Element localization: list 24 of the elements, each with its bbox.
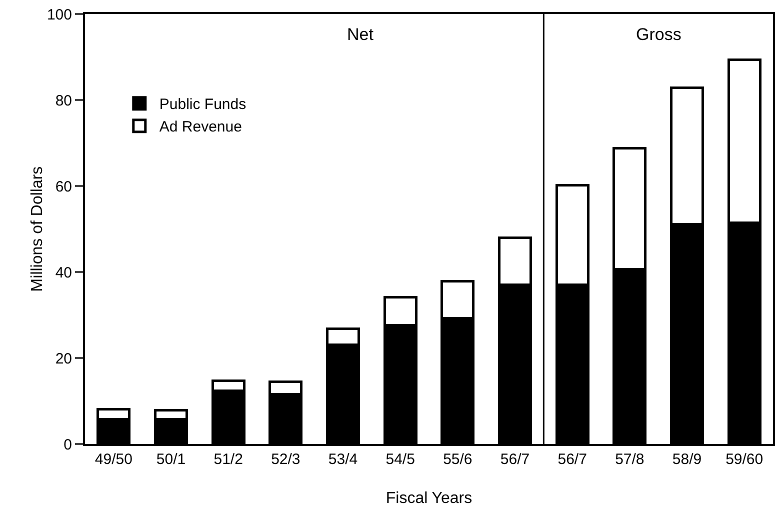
y-tick-label: 60 xyxy=(55,178,72,196)
x-tick-label: 49/50 xyxy=(94,451,132,468)
x-tick-label: 54/5 xyxy=(386,451,415,468)
legend-label: Public Funds xyxy=(159,96,246,114)
x-tick-label: 51/2 xyxy=(214,451,243,468)
annotation: Gross xyxy=(636,25,682,44)
y-tick-label: 40 xyxy=(55,264,72,282)
x-tick-label: 56/7 xyxy=(558,451,587,468)
x-tick-label: 58/9 xyxy=(672,451,702,468)
y-axis-title: Millions of Dollars xyxy=(29,166,46,292)
x-tick-label: 52/3 xyxy=(271,451,300,468)
annotation: Net xyxy=(347,25,374,44)
legend-label: Ad Revenue xyxy=(159,118,242,136)
x-tick-label: 56/7 xyxy=(500,451,530,468)
y-tick-label: 100 xyxy=(46,6,72,24)
x-tick-label: 53/4 xyxy=(328,451,358,468)
y-tick-label: 20 xyxy=(55,350,72,368)
x-tick-label: 50/1 xyxy=(156,451,186,468)
x-tick-label: 55/6 xyxy=(443,451,472,468)
x-tick-label: 57/8 xyxy=(615,451,644,468)
y-tick-label: 80 xyxy=(55,92,72,110)
y-tick-label: 0 xyxy=(64,436,72,454)
x-axis-title: Fiscal Years xyxy=(386,490,472,507)
x-tick-label: 59/60 xyxy=(726,451,764,468)
